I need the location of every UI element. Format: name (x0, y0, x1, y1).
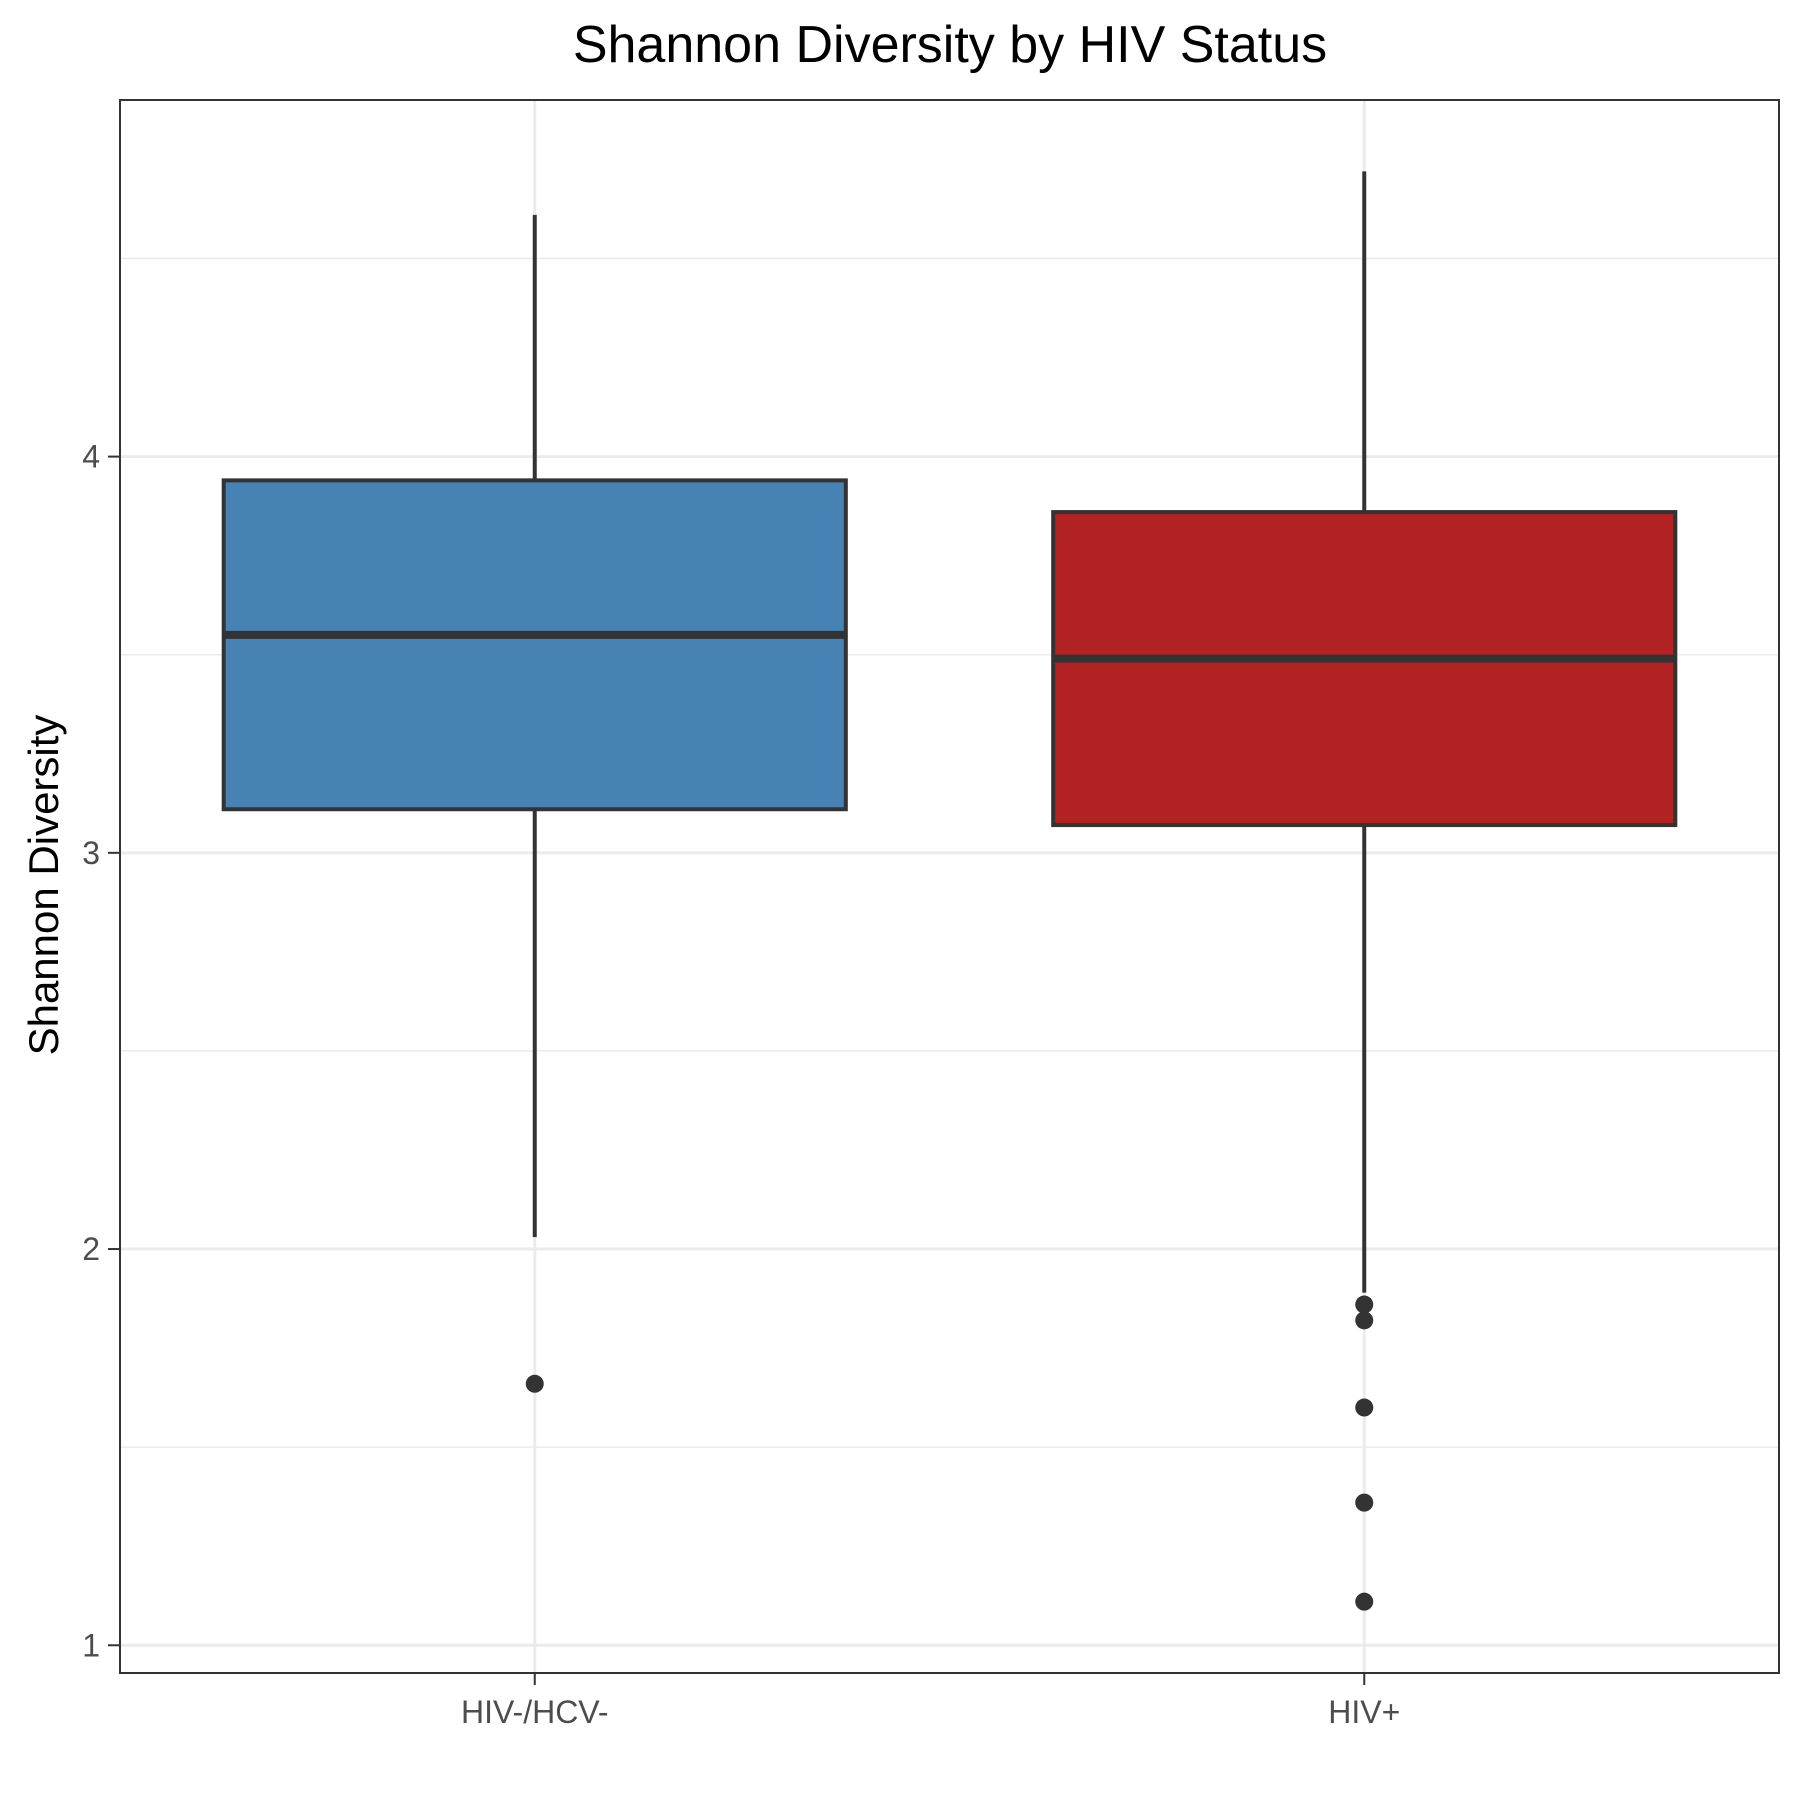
grid-lines (120, 100, 1779, 1673)
outlier-point (1355, 1311, 1374, 1330)
x-tick-label: HIV-/HCV- (461, 1694, 609, 1730)
y-axis-label: Shannon Diversity (20, 715, 67, 1056)
outlier-point (1355, 1592, 1374, 1611)
box-layer (221, 171, 1678, 1611)
y-tick-label: 2 (82, 1231, 100, 1267)
y-tick-label: 3 (82, 835, 100, 871)
outlier-point (1355, 1398, 1374, 1417)
x-tick-label: HIV+ (1328, 1694, 1400, 1730)
outlier-point (1355, 1295, 1374, 1314)
chart-title: Shannon Diversity by HIV Status (573, 16, 1327, 74)
axis-ticks: 1 2 3 4 HIV-/HCV- HIV+ (82, 439, 1400, 1730)
outlier-point (525, 1374, 544, 1393)
box-group (1051, 171, 1678, 1611)
y-tick-label: 1 (82, 1627, 100, 1663)
box (1051, 510, 1678, 828)
panel-border (119, 99, 1780, 1674)
box-group (221, 214, 848, 1393)
y-tick-label: 4 (82, 439, 100, 475)
outlier-point (1355, 1493, 1374, 1512)
box (221, 478, 848, 812)
